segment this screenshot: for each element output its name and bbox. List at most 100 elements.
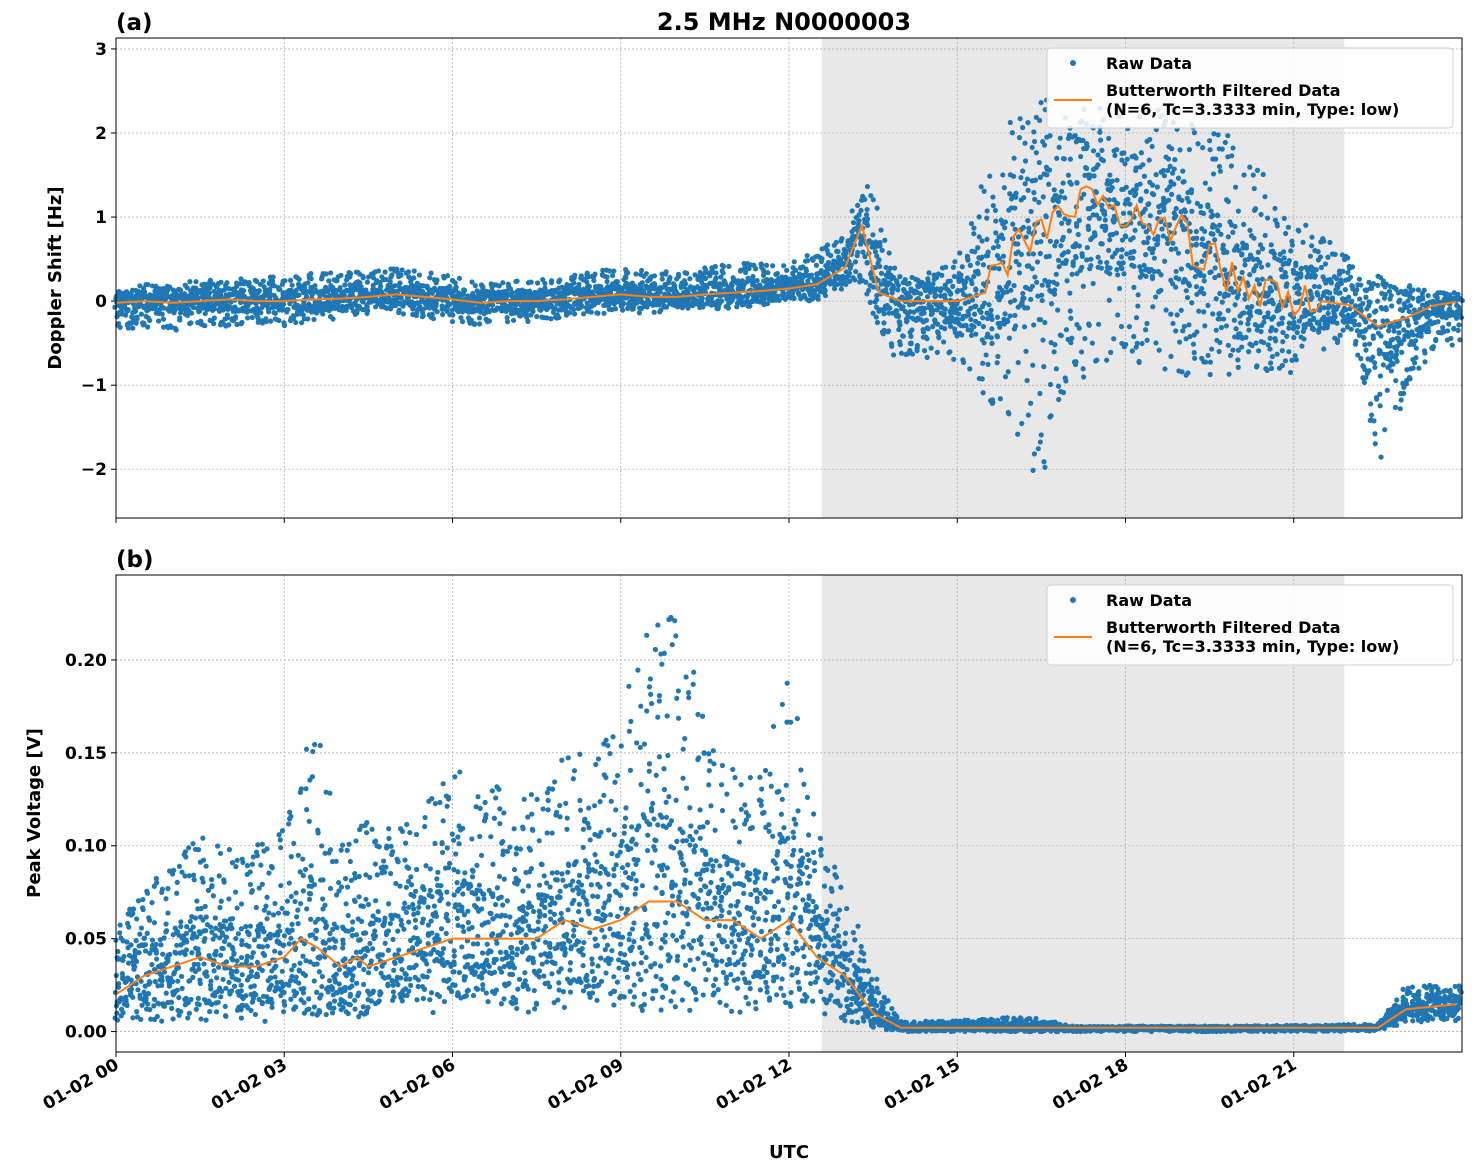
raw-data-point	[271, 283, 277, 289]
raw-data-point	[1413, 319, 1419, 326]
raw-data-point	[846, 270, 853, 277]
raw-data-point	[713, 270, 719, 276]
raw-data-point	[1210, 171, 1217, 177]
raw-data-point	[1363, 319, 1369, 325]
raw-data-point	[1380, 362, 1386, 368]
raw-data-point	[1002, 374, 1009, 380]
raw-data-point	[1030, 251, 1037, 257]
raw-data-point	[1259, 276, 1265, 282]
raw-data-point	[954, 288, 960, 295]
raw-data-point	[1086, 175, 1092, 181]
raw-data-point	[702, 265, 708, 271]
raw-data-point	[348, 303, 354, 310]
raw-data-point	[300, 312, 306, 318]
raw-data-point	[144, 888, 150, 894]
raw-data-point	[639, 280, 645, 286]
raw-data-point	[1239, 269, 1245, 276]
raw-data-point	[1040, 337, 1046, 343]
raw-data-point	[1040, 194, 1046, 200]
raw-data-point	[1143, 327, 1149, 333]
raw-data-point	[1147, 136, 1153, 143]
raw-data-point	[358, 284, 364, 290]
raw-data-point	[1149, 182, 1156, 188]
raw-data-point	[713, 275, 719, 281]
raw-data-point	[1034, 279, 1040, 285]
raw-data-point	[177, 317, 183, 323]
raw-data-point	[1387, 343, 1393, 349]
raw-data-point	[989, 397, 996, 403]
raw-data-point	[193, 285, 199, 291]
raw-data-point	[769, 263, 776, 269]
raw-data-point	[845, 242, 851, 249]
raw-data-point	[145, 315, 151, 321]
raw-data-point	[177, 310, 184, 316]
raw-data-point	[1184, 249, 1191, 255]
raw-data-point	[1173, 284, 1179, 290]
raw-data-point	[1057, 135, 1063, 141]
raw-data-point	[296, 276, 302, 282]
raw-data-point	[1366, 303, 1372, 309]
raw-data-point	[177, 287, 184, 293]
raw-data-point	[1272, 217, 1278, 223]
raw-data-point	[1210, 231, 1216, 237]
raw-data-point	[738, 295, 745, 301]
raw-data-point	[1056, 212, 1062, 218]
raw-data-point	[1217, 339, 1223, 346]
raw-data-point	[542, 280, 548, 286]
raw-data-point	[1250, 172, 1256, 178]
raw-data-point	[954, 333, 960, 339]
raw-data-point	[330, 316, 336, 322]
raw-data-point	[973, 303, 979, 309]
raw-data-point	[334, 277, 340, 284]
raw-data-point	[1088, 262, 1094, 269]
raw-data-point	[1392, 404, 1399, 410]
raw-data-point	[1119, 247, 1125, 253]
raw-data-point	[135, 987, 141, 993]
raw-data-point	[1318, 264, 1324, 271]
raw-data-point	[296, 284, 302, 290]
raw-data-point	[1032, 196, 1038, 202]
raw-data-point	[1337, 332, 1343, 338]
raw-data-point	[667, 276, 673, 282]
raw-data-point	[1301, 336, 1307, 342]
raw-data-point	[1168, 353, 1174, 359]
raw-data-point	[1421, 287, 1427, 293]
raw-data-point	[256, 307, 262, 313]
raw-data-point	[592, 271, 598, 277]
raw-data-point	[1235, 291, 1241, 298]
raw-data-point	[1108, 349, 1114, 355]
raw-data-point	[1405, 322, 1412, 328]
raw-data-point	[1129, 348, 1135, 354]
raw-data-point	[120, 957, 126, 964]
raw-data-point	[429, 311, 435, 317]
raw-data-point	[947, 278, 953, 284]
raw-data-point	[1107, 271, 1113, 277]
raw-data-point	[1307, 253, 1314, 259]
raw-data-point	[876, 257, 882, 263]
raw-data-point	[1041, 364, 1047, 370]
raw-data-point	[360, 275, 366, 281]
raw-data-point	[815, 296, 821, 302]
raw-data-point	[976, 214, 982, 220]
raw-data-point	[118, 1013, 124, 1019]
raw-data-point	[663, 269, 669, 275]
raw-data-point	[914, 342, 921, 349]
raw-data-point	[942, 326, 948, 332]
raw-data-point	[1122, 161, 1128, 167]
raw-data-point	[1256, 348, 1262, 354]
raw-data-point	[584, 270, 590, 276]
raw-data-point	[1104, 259, 1110, 266]
raw-data-point	[1106, 135, 1112, 142]
raw-data-point	[408, 279, 414, 285]
raw-data-point	[117, 930, 123, 936]
raw-data-point	[470, 290, 476, 297]
raw-data-point	[771, 290, 777, 296]
raw-data-point	[755, 283, 762, 289]
raw-data-point	[1221, 316, 1227, 322]
raw-data-point	[1073, 253, 1079, 260]
raw-data-point	[990, 203, 996, 209]
raw-data-point	[1022, 140, 1028, 146]
raw-data-point	[193, 279, 199, 285]
